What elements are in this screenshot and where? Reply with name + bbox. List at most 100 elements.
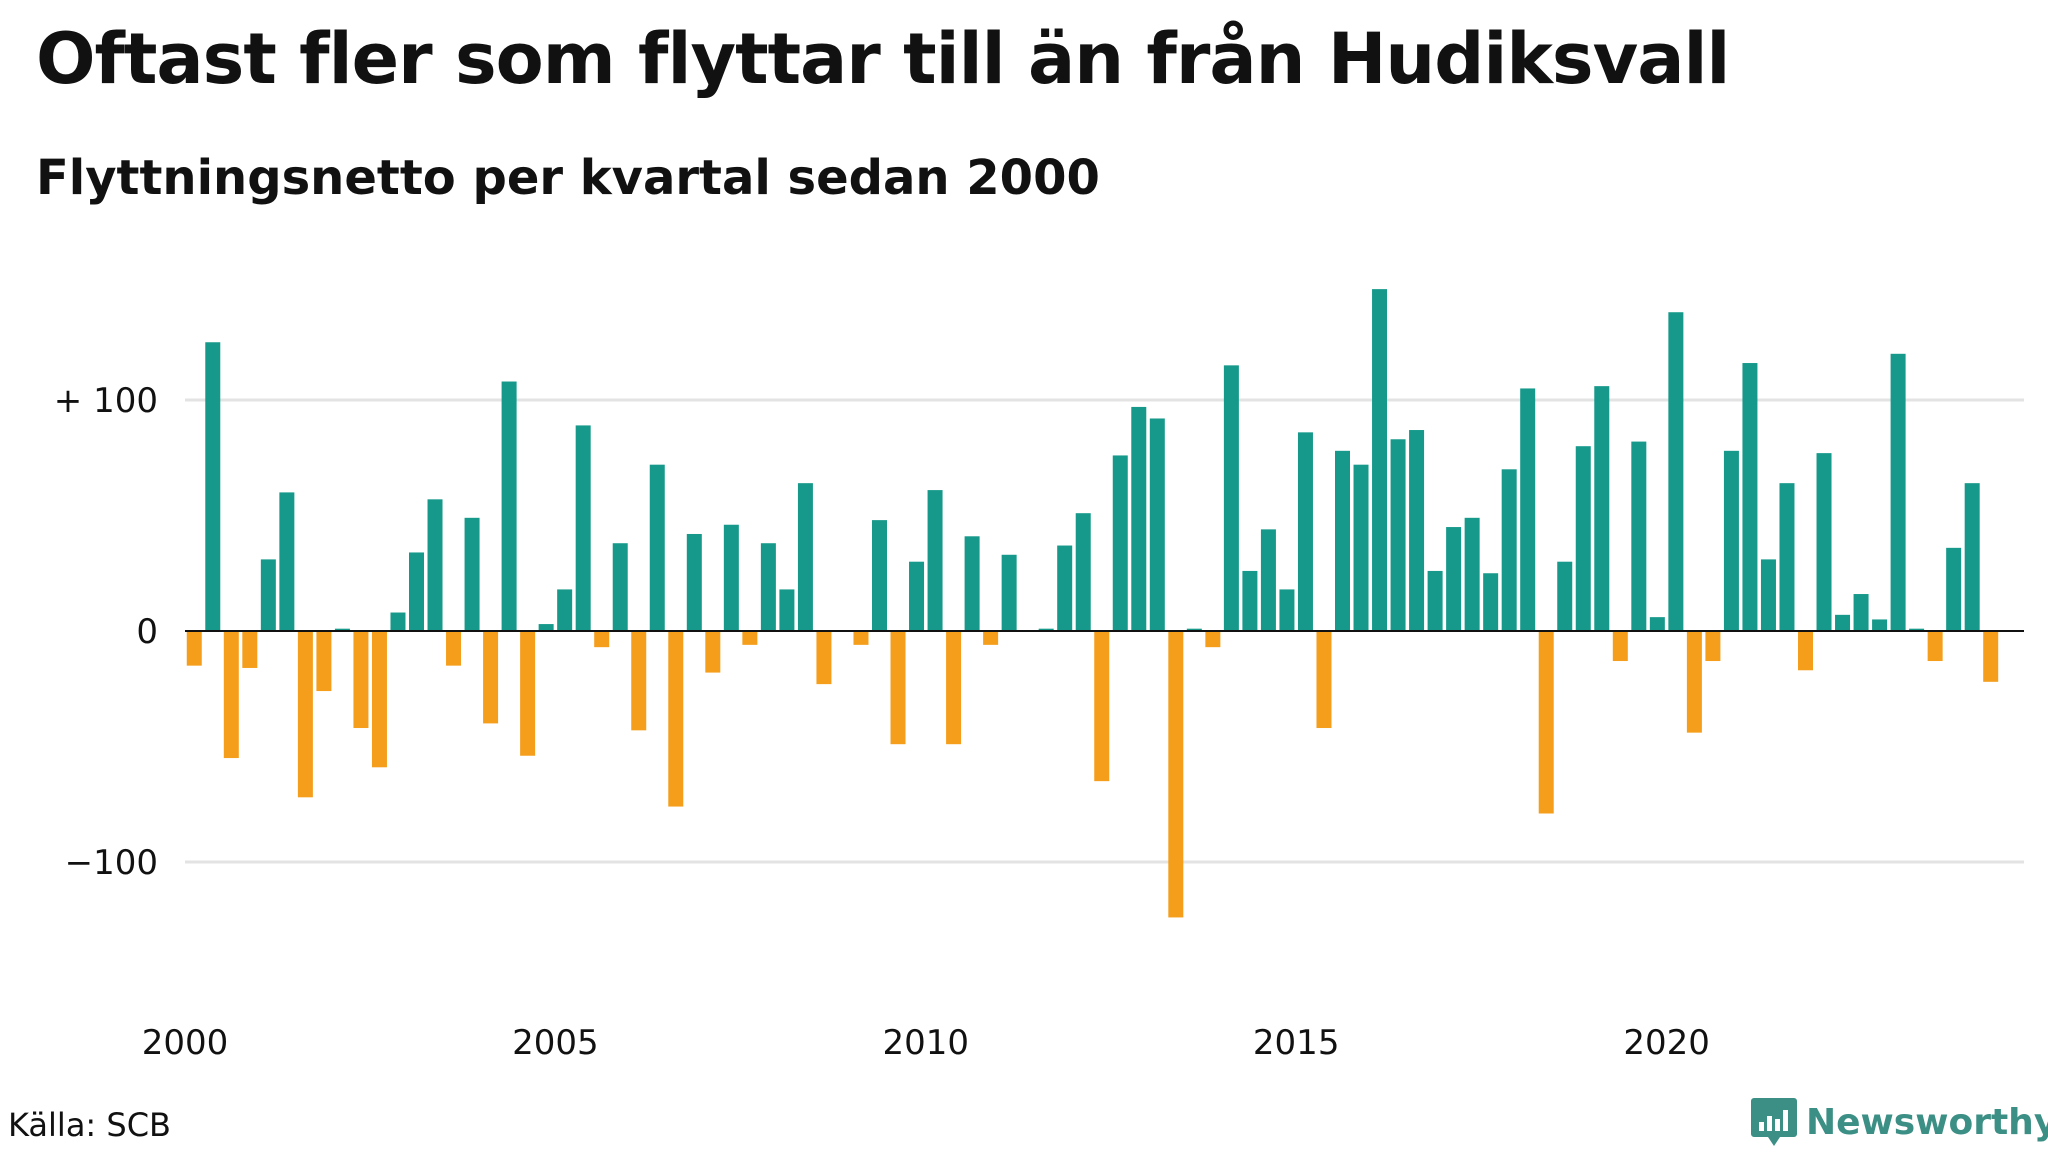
bar [557,589,573,631]
bar [890,631,906,745]
brand-name: Newsworthy [1806,1101,2048,1143]
bar [1612,631,1628,662]
bar [1501,469,1517,631]
bar [1946,547,1962,631]
source-note: Källa: SCB [8,1106,171,1144]
x-axis-labels: 2000 2005 2010 2015 2020 [142,1023,1710,1063]
x-tick-label: 2015 [1253,1023,1340,1063]
x-tick-label: 2010 [883,1023,970,1063]
bar [1686,631,1702,733]
bar [390,612,406,631]
bar [1001,554,1017,631]
bar [1279,589,1295,631]
bar [686,533,702,631]
bar [353,631,369,729]
bar [446,631,462,666]
bar [1094,631,1110,782]
chart-subtitle: Flyttningsnetto per kvartal sedan 2000 [36,150,1100,206]
bar [1057,545,1073,631]
bar [1427,570,1443,631]
bar [1112,455,1128,631]
bar [186,631,202,666]
bar [1446,527,1462,631]
gridlines [185,398,2024,864]
brand-logo: Newsworthy [1750,1096,2048,1148]
bar [1297,432,1313,631]
bar [371,631,387,768]
bar [1260,529,1276,631]
bar [1816,453,1832,631]
bar [1668,312,1684,631]
bar [1983,631,1999,682]
bar [483,631,499,724]
bar [927,490,943,631]
bar [1409,430,1425,631]
bar [909,561,925,631]
bar [464,517,480,631]
bar [983,631,999,645]
bar [1038,628,1054,631]
bar [1520,388,1536,631]
bar [1242,570,1258,631]
bar [1927,631,1943,662]
bar [742,631,758,645]
bar [1649,617,1665,631]
bar [1390,439,1406,631]
bar [946,631,962,745]
bar [297,631,313,798]
bar [1853,594,1869,631]
bar-chart: + 100 0 −100 2000 2005 2010 2015 2020 [54,289,2024,1063]
bar [1909,628,1925,631]
bar [797,483,813,631]
bar [409,552,424,631]
bar [334,628,350,631]
bar [1149,418,1165,631]
x-tick-label: 2005 [512,1023,599,1063]
bar [1538,631,1554,814]
bar [1372,289,1388,631]
bar [1594,386,1610,631]
bar [575,425,591,631]
bar [223,631,239,759]
bar [816,631,832,685]
y-tick-label: −100 [65,843,158,883]
bar [1575,446,1591,631]
bar [1316,631,1332,729]
bar [1631,441,1647,631]
bar [760,543,776,631]
bar [1835,614,1851,631]
bar [1798,631,1813,671]
bar [853,631,869,645]
bar [631,631,647,731]
bar [1872,619,1888,631]
bar [1075,513,1091,631]
bar [1760,559,1776,631]
bar [779,589,795,631]
bar [1205,631,1221,648]
bar [723,524,739,631]
bar [1168,631,1184,918]
bar [964,536,980,631]
y-tick-label: + 100 [54,381,158,421]
x-tick-label: 2000 [142,1023,229,1063]
bar [520,631,536,756]
bar [1223,365,1239,631]
bar [427,499,443,631]
bar [872,520,887,631]
bar [1723,450,1739,631]
bar [1557,561,1573,631]
bar [1464,517,1480,631]
bar [594,631,610,648]
bar [1131,406,1147,631]
bar [242,631,258,668]
x-tick-label: 2020 [1623,1023,1710,1063]
bar [1890,353,1906,631]
bar [612,543,628,631]
y-tick-label: 0 [136,612,158,652]
bar [1779,483,1795,631]
bar [316,631,332,692]
bar [1353,464,1369,631]
bar [260,559,276,631]
bar [205,342,221,631]
bar [1335,450,1350,631]
